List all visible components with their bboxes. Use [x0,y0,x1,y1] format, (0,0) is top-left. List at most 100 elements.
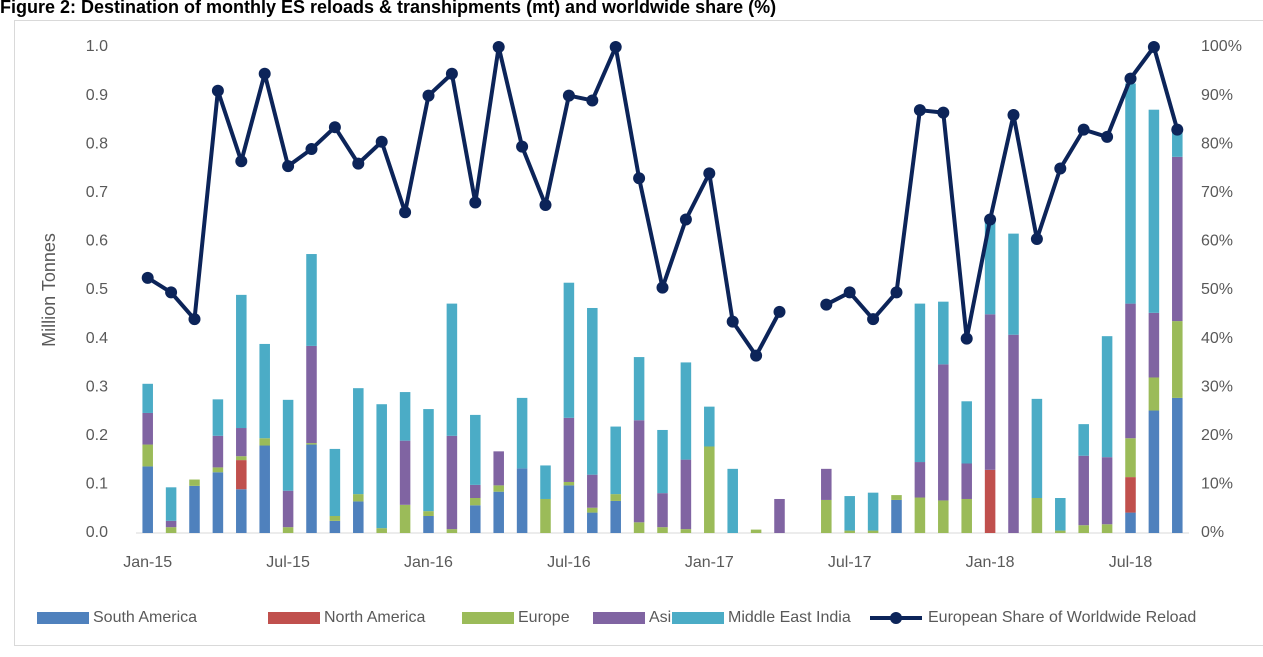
legend-label: Europe [518,609,570,626]
bar-segment [915,462,926,497]
bar-segment [938,364,949,500]
share-marker [469,197,481,209]
share-marker [1008,109,1020,121]
bar-segment [493,485,504,491]
bar-segment [1149,110,1160,313]
share-marker [212,85,224,97]
bar-segment [1149,411,1160,533]
bar-segment [306,346,317,443]
share-marker [586,94,598,106]
bar-segment [961,499,972,533]
bar-segment [681,362,692,459]
bar-segment [142,384,153,413]
bar-segment [844,531,855,533]
y2-tick-label: 20% [1201,427,1233,444]
share-marker [891,286,903,298]
bar-segment [166,487,177,521]
bar-segment [1102,457,1113,524]
share-marker [493,41,505,53]
bar-segment [236,456,247,460]
legend-label: North America [324,609,425,626]
bar-segment [400,392,411,441]
bar-segment [961,401,972,463]
bar-segment [330,449,341,516]
bar-segment [447,436,458,529]
y2-tick-label: 40% [1201,330,1233,347]
bar-segment [938,302,949,365]
share-marker [352,158,364,170]
bar-segment [353,494,364,501]
bar-segment [1172,133,1183,157]
bar-segment [657,430,668,493]
bar-segment [634,522,645,533]
bar-segment [353,501,364,533]
share-marker [1031,233,1043,245]
bar-segment [423,409,434,511]
bar-segment [142,466,153,533]
x-tick-label: Jan-17 [685,554,734,571]
bar-segment [470,415,481,485]
share-marker [306,143,318,155]
bar-segment [985,314,996,470]
bar-segment [540,499,551,533]
bar-segment [213,467,224,472]
bar-segment [213,436,224,468]
bar-segment [447,529,458,533]
y2-tick-label: 50% [1201,281,1233,298]
share-marker [727,316,739,328]
bar-segment [564,485,575,533]
y-tick-label: 0.5 [86,281,108,298]
share-marker [984,214,996,226]
bar-segment [1125,438,1136,477]
bar-segment [1102,524,1113,533]
share-marker [189,313,201,325]
legend-swatch [268,612,320,624]
bar-segment [376,404,387,528]
bar-segment [353,388,364,494]
x-tick-label: Jan-18 [966,554,1015,571]
legend-label: South America [93,609,197,626]
share-marker [1054,163,1066,175]
bar-segment [821,469,832,500]
bar-segment [681,529,692,533]
y-tick-label: 0.0 [86,524,108,541]
bar-segment [330,516,341,521]
share-marker [446,68,458,80]
bar-segment [166,527,177,533]
bar-segment [1008,234,1019,335]
y-tick-label: 0.1 [86,476,108,493]
bar-segment [1172,398,1183,533]
y2-tick-label: 70% [1201,184,1233,201]
bar-segment [493,492,504,533]
bar-segment [774,499,785,533]
share-line [826,47,1177,339]
legend-swatch [462,612,514,624]
bar-segment [915,304,926,462]
bar-segment [142,413,153,445]
y-tick-label: 0.3 [86,378,108,395]
share-marker [1101,131,1113,143]
bar-segment [587,475,598,508]
bar-segment [564,418,575,482]
share-marker [516,141,528,153]
share-marker [680,214,692,226]
share-marker [961,333,973,345]
bar-segment [1125,477,1136,512]
bar-segment [236,295,247,428]
bar-segment [306,445,317,533]
share-marker [1171,124,1183,136]
bar-segment [213,399,224,435]
bar-segment [259,446,270,533]
y2-tick-label: 60% [1201,233,1233,250]
bar-segment [727,469,738,533]
bar-segment [821,500,832,533]
share-marker [703,167,715,179]
share-marker [540,199,552,211]
legend-marker [890,612,902,624]
chart-frame [15,21,1263,646]
legend-swatch [672,612,724,624]
bar-segment [1055,498,1066,531]
share-marker [235,155,247,167]
